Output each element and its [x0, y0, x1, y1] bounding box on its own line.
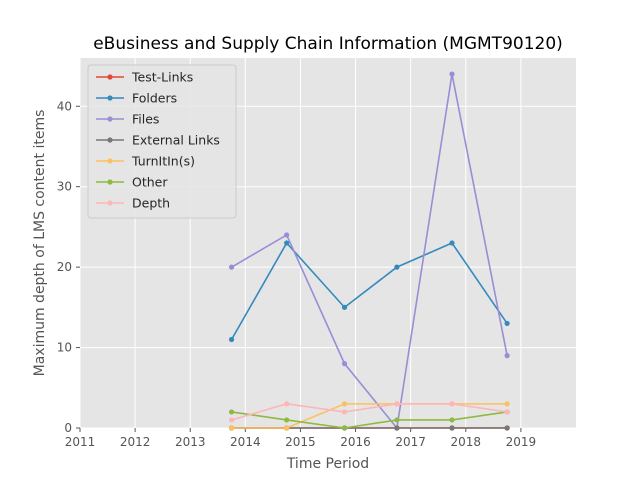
chart-title: eBusiness and Supply Chain Information (… [93, 34, 563, 54]
data-point-other-2 [341, 425, 348, 431]
data-point-depth-2 [341, 409, 348, 415]
legend-label-test-links: Test-Links [131, 70, 193, 85]
legend-label-external-links: External Links [132, 133, 220, 148]
legend-label-files: Files [132, 112, 159, 127]
y-tick-label-3: 30 [57, 180, 72, 194]
y-axis-title: Maximum depth of LMS content items [32, 110, 48, 377]
legend-marker-turnitin-s [107, 158, 113, 164]
y-tick-label-4: 40 [57, 99, 72, 113]
series-line-turnitin-s [231, 403, 508, 429]
legend-label-folders: Folders [132, 91, 177, 106]
legend-box [87, 64, 237, 219]
data-point-files-0 [228, 264, 235, 270]
legend-marker-other [107, 179, 113, 185]
legend-label-other: Other [132, 175, 168, 190]
legend-marker-folders [107, 95, 113, 101]
y-tick-label-0: 0 [64, 421, 72, 435]
x-tick-label-2: 2013 [175, 435, 206, 449]
data-point-turnitin-s-2 [341, 401, 348, 407]
data-point-turnitin-s-5 [504, 401, 510, 407]
data-point-folders-1 [284, 240, 290, 246]
series-line-files [231, 73, 508, 430]
data-point-other-0 [228, 409, 235, 415]
data-point-depth-0 [228, 417, 235, 423]
data-point-files-1 [284, 232, 290, 238]
data-point-folders-0 [228, 336, 235, 343]
data-point-depth-3 [394, 401, 400, 407]
data-point-files-4 [449, 71, 455, 77]
data-point-depth-4 [449, 401, 455, 407]
data-point-folders-4 [449, 240, 455, 246]
x-tick-label-1: 2012 [120, 435, 151, 449]
data-point-turnitin-s-1 [284, 425, 290, 431]
y-tick-label-1: 10 [57, 341, 72, 355]
data-point-folders-5 [504, 320, 510, 327]
data-point-other-4 [449, 417, 455, 423]
legend-marker-files [107, 116, 113, 122]
series-line-other [231, 411, 508, 429]
legend-label-turnitin-s: TurnItIn(s) [131, 154, 195, 169]
x-axis-title: Time Period [286, 456, 369, 472]
data-point-external-links-3 [394, 425, 400, 431]
data-point-folders-3 [394, 264, 400, 270]
x-tick-label-8: 2019 [506, 435, 537, 449]
legend-marker-test-links [107, 74, 113, 80]
data-point-folders-2 [341, 304, 348, 310]
x-tick-label-3: 2014 [230, 435, 261, 449]
x-tick-label-4: 2015 [285, 435, 316, 449]
data-point-turnitin-s-0 [228, 425, 235, 431]
x-tick-label-6: 2017 [395, 435, 426, 449]
data-point-other-3 [394, 417, 400, 423]
legend-marker-depth [107, 200, 113, 206]
x-tick-label-7: 2018 [451, 435, 482, 449]
x-tick-label-5: 2016 [340, 435, 371, 449]
data-point-files-2 [341, 361, 348, 367]
data-point-files-5 [504, 353, 510, 359]
data-point-depth-1 [284, 401, 290, 407]
data-point-external-links-5 [504, 425, 510, 431]
series-line-folders [230, 241, 508, 340]
x-tick-label-0: 2011 [65, 435, 96, 449]
legend-marker-external-links [107, 137, 113, 143]
series-line-depth [231, 403, 508, 421]
legend-label-depth: Depth [132, 196, 170, 211]
data-point-external-links-4 [449, 425, 455, 431]
data-point-other-1 [284, 417, 290, 423]
y-tick-label-2: 20 [57, 260, 72, 274]
data-point-depth-5 [504, 409, 510, 415]
